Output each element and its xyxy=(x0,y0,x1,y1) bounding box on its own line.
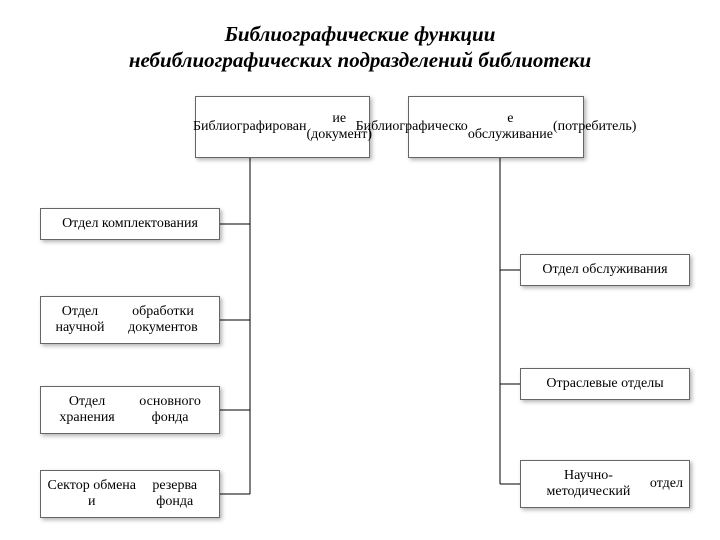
left-child-box-3: Сектор обмена ирезерва фонда xyxy=(40,470,220,518)
parent-box-right: Библиографическое обслуживание(потребите… xyxy=(408,96,584,158)
right-child-box-0: Отдел обслуживания xyxy=(520,254,690,286)
title-line-1: Библиографические функции xyxy=(0,22,720,47)
parent-box-left: Библиографирование (документ) xyxy=(195,96,370,158)
diagram-canvas: Библиографические функции небиблиографич… xyxy=(0,0,720,540)
right-child-box-1: Отраслевые отделы xyxy=(520,368,690,400)
left-child-box-1: Отдел научнойобработки документов xyxy=(40,296,220,344)
left-child-box-2: Отдел храненияосновного фонда xyxy=(40,386,220,434)
left-child-box-0: Отдел комплектования xyxy=(40,208,220,240)
title-line-2: небиблиографических подразделений библио… xyxy=(0,48,720,73)
right-child-box-2: Научно-методическийотдел xyxy=(520,460,690,508)
